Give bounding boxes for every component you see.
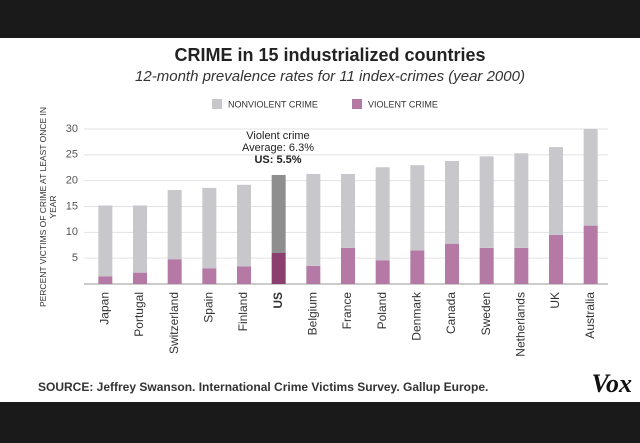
top-bar xyxy=(0,0,640,38)
y-tick-label: 10 xyxy=(66,226,78,238)
x-tick-label: Portugal xyxy=(132,292,146,337)
x-tick-label: Switzerland xyxy=(167,292,181,354)
bar-segment xyxy=(167,259,182,284)
bar-segment xyxy=(375,167,390,261)
bar-segment xyxy=(271,253,286,284)
x-tick-label: Australia xyxy=(583,292,597,339)
y-tick-label: 20 xyxy=(66,175,78,187)
chart-subtitle: 12-month prevalence rates for 11 index-c… xyxy=(135,68,525,85)
bar-segment xyxy=(306,173,321,266)
bar-segment xyxy=(133,272,147,284)
x-tick-label: France xyxy=(340,292,354,330)
x-tick-label: Poland xyxy=(375,292,389,329)
bar-segment xyxy=(514,153,529,248)
x-tick-label: Netherlands xyxy=(514,292,528,357)
bar-segment xyxy=(445,161,459,244)
bar-segment xyxy=(98,205,113,277)
bar-segment xyxy=(410,165,425,251)
x-tick-label: Spain xyxy=(202,292,216,323)
bar-segment xyxy=(271,174,286,253)
bar-segment xyxy=(375,260,390,284)
chart-title: CRIME in 15 industrialized countries xyxy=(174,45,485,65)
annotation: Average: 6.3% xyxy=(242,142,314,154)
legend-label: VIOLENT CRIME xyxy=(368,99,438,109)
legend-swatch xyxy=(212,99,222,109)
y-axis-label: PERCENT VICTIMS OF CRIME AT LEAST ONCE I… xyxy=(38,107,58,307)
legend-label: NONVIOLENT CRIME xyxy=(228,99,318,109)
x-tick-label: Canada xyxy=(444,292,458,334)
y-tick-label: 15 xyxy=(66,200,78,212)
x-tick-label: Denmark xyxy=(410,291,424,341)
bar-segment xyxy=(549,147,563,235)
bar-segment xyxy=(410,250,425,284)
bar-segment xyxy=(341,173,355,248)
bar-segment xyxy=(514,247,529,284)
bottom-bar xyxy=(0,402,640,443)
bar-segment xyxy=(479,156,494,248)
bar-segment xyxy=(549,234,563,284)
bar-segment xyxy=(133,205,147,273)
legend-swatch xyxy=(352,99,362,109)
bar-segment xyxy=(341,247,355,284)
x-tick-label: Japan xyxy=(98,292,112,325)
bar-segment xyxy=(583,129,598,226)
bar-segment xyxy=(167,189,182,260)
x-tick-label: Belgium xyxy=(306,292,320,335)
bar-segment xyxy=(479,247,494,284)
x-tick-label: UK xyxy=(548,292,562,309)
x-tick-label: Sweden xyxy=(479,292,493,335)
bar-segment xyxy=(202,268,217,284)
bar-segment xyxy=(202,187,217,269)
y-tick-label: 5 xyxy=(72,252,78,264)
annotation: US: 5.5% xyxy=(254,154,301,166)
source: SOURCE: Jeffrey Swanson. International C… xyxy=(38,380,488,394)
y-tick-label: 25 xyxy=(66,149,78,161)
bar-segment xyxy=(237,184,251,267)
bar-segment xyxy=(237,266,251,284)
x-tick-label: Finland xyxy=(236,292,250,331)
annotation: Violent crime xyxy=(246,130,309,142)
bar-segment xyxy=(306,265,321,284)
bar-segment xyxy=(98,276,113,284)
y-tick-label: 30 xyxy=(66,123,78,135)
bar-segment xyxy=(583,225,598,284)
bar-segment xyxy=(445,243,459,284)
logo: Vox xyxy=(592,369,632,398)
x-tick-label: US xyxy=(271,292,285,309)
